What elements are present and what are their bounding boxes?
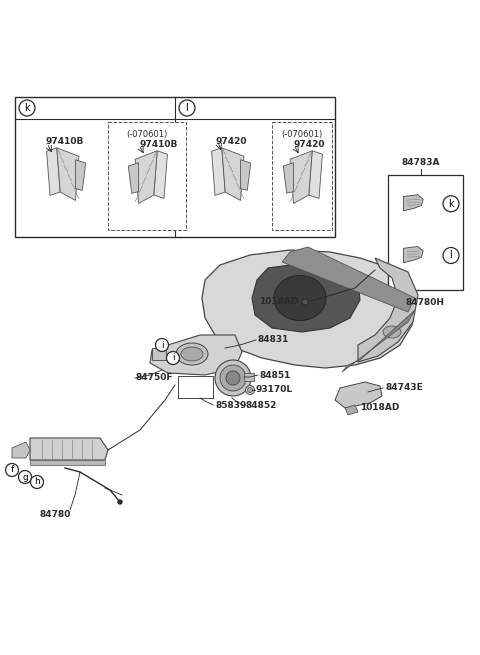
Circle shape	[226, 371, 240, 385]
Ellipse shape	[383, 326, 401, 338]
Text: 97410B: 97410B	[139, 140, 178, 149]
Text: 84780: 84780	[39, 510, 71, 519]
Circle shape	[302, 299, 308, 305]
Text: i: i	[161, 341, 163, 350]
Circle shape	[179, 100, 195, 116]
Polygon shape	[150, 335, 242, 375]
Circle shape	[31, 476, 44, 489]
Polygon shape	[403, 246, 423, 263]
Circle shape	[167, 352, 180, 364]
Polygon shape	[30, 438, 108, 460]
Text: (-070601): (-070601)	[126, 130, 168, 139]
Bar	[272, 122, 332, 230]
Bar	[244, 373, 254, 381]
Polygon shape	[154, 151, 168, 198]
Polygon shape	[57, 148, 79, 200]
Text: 84750F: 84750F	[135, 373, 172, 383]
Text: 84743E: 84743E	[385, 383, 423, 392]
Polygon shape	[75, 160, 86, 191]
Polygon shape	[345, 405, 358, 415]
Polygon shape	[135, 151, 157, 204]
Circle shape	[19, 470, 32, 483]
Polygon shape	[128, 162, 139, 193]
Text: k: k	[24, 103, 30, 113]
Bar	[15, 97, 335, 237]
Text: 84780H: 84780H	[406, 298, 445, 307]
Polygon shape	[358, 258, 418, 362]
Text: 97420: 97420	[216, 137, 248, 146]
Bar	[152, 348, 166, 360]
Circle shape	[443, 196, 459, 212]
Ellipse shape	[181, 347, 203, 361]
Polygon shape	[283, 162, 293, 193]
Circle shape	[245, 386, 254, 394]
Text: 84852: 84852	[245, 400, 276, 409]
Bar	[178, 376, 213, 398]
Polygon shape	[335, 382, 382, 408]
Polygon shape	[252, 263, 360, 332]
Polygon shape	[222, 148, 244, 200]
Polygon shape	[282, 247, 415, 312]
Text: 1018AD: 1018AD	[360, 403, 399, 413]
Bar	[30, 460, 105, 465]
Bar	[388, 175, 463, 290]
Polygon shape	[47, 148, 60, 195]
Text: 84851: 84851	[260, 371, 291, 379]
Circle shape	[443, 248, 459, 263]
Text: 84831: 84831	[258, 335, 289, 345]
Text: 97420: 97420	[294, 140, 325, 149]
Text: f: f	[11, 466, 13, 474]
Text: g: g	[22, 472, 28, 481]
Circle shape	[118, 500, 122, 504]
Polygon shape	[12, 442, 30, 458]
Text: h: h	[34, 477, 40, 487]
Text: (-070601): (-070601)	[281, 130, 323, 139]
Text: l: l	[450, 250, 452, 261]
Circle shape	[5, 464, 19, 476]
Circle shape	[156, 339, 168, 352]
Circle shape	[248, 388, 252, 392]
Text: l: l	[186, 103, 188, 113]
Text: 93170L: 93170L	[255, 386, 292, 394]
Text: 85839: 85839	[215, 400, 246, 409]
Polygon shape	[240, 160, 251, 191]
Circle shape	[220, 365, 246, 391]
Circle shape	[19, 100, 35, 116]
Ellipse shape	[274, 276, 326, 320]
Text: 1018AD: 1018AD	[259, 297, 298, 307]
Polygon shape	[290, 151, 312, 204]
Ellipse shape	[176, 343, 208, 365]
Bar	[108, 122, 186, 230]
Polygon shape	[212, 148, 225, 195]
Text: 84783A: 84783A	[401, 158, 440, 167]
Text: 97410B: 97410B	[45, 137, 84, 146]
Text: k: k	[448, 198, 454, 209]
Polygon shape	[202, 250, 415, 368]
Text: i: i	[172, 354, 174, 362]
Polygon shape	[403, 195, 423, 211]
Polygon shape	[342, 310, 415, 372]
Circle shape	[215, 360, 251, 396]
Polygon shape	[309, 151, 323, 198]
